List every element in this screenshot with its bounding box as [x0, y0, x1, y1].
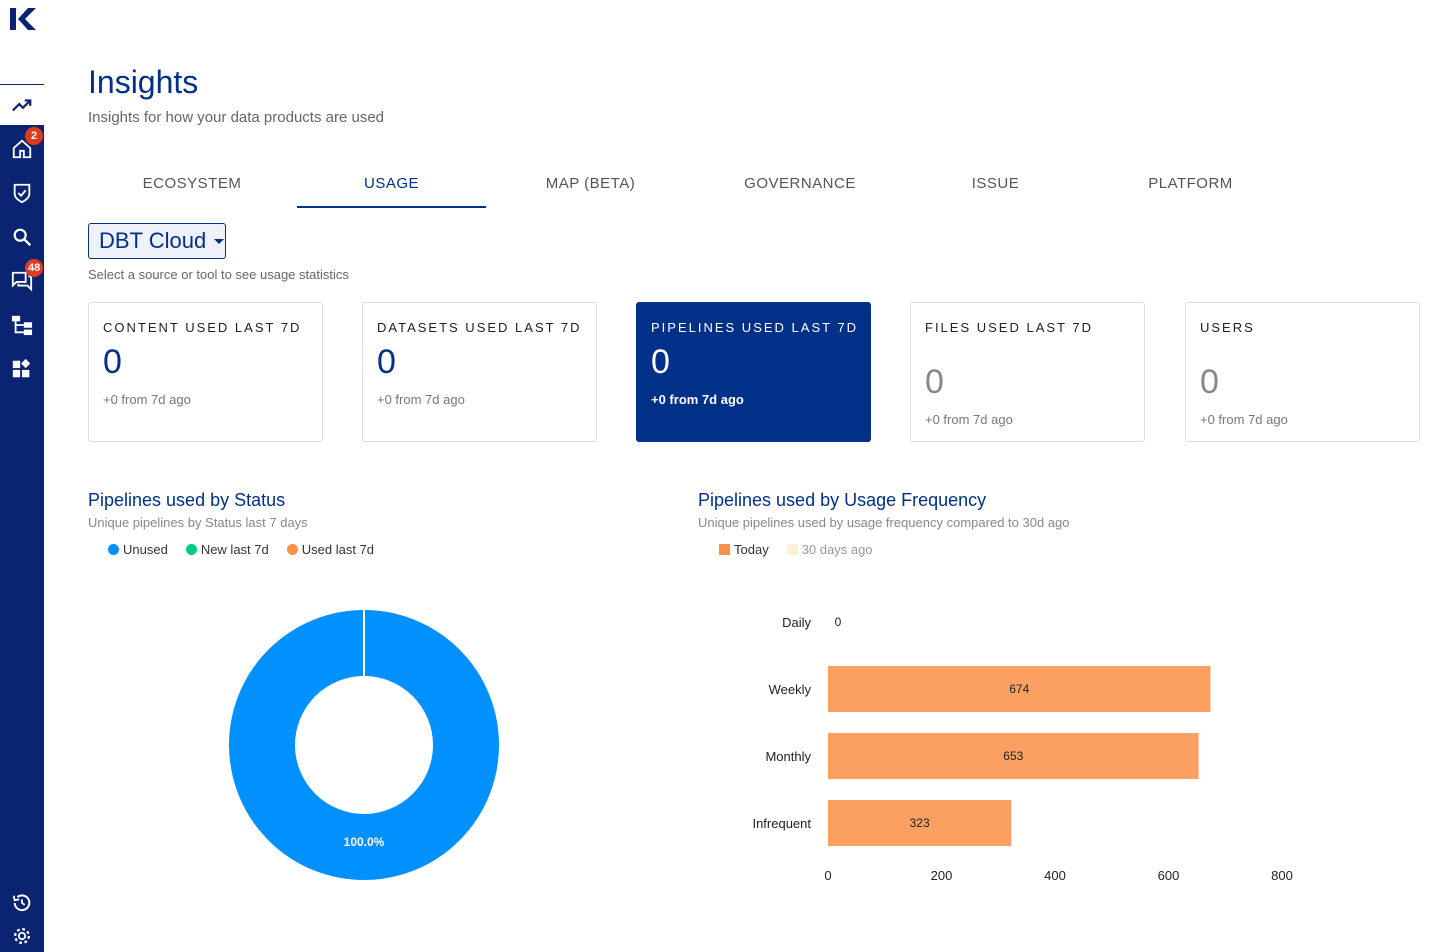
- x-tick-label: 200: [931, 868, 953, 883]
- trending-up-icon: [12, 99, 32, 112]
- x-tick-label: 800: [1271, 868, 1293, 883]
- legend-dot: [286, 544, 298, 555]
- stat-card-users: USERS 0 +0 from 7d ago: [1185, 302, 1420, 442]
- stat-card-label: DATASETS USED LAST 7D: [377, 320, 582, 335]
- frequency-chart-legend: Today 30 days ago: [719, 542, 873, 557]
- sidebar-item-insights[interactable]: [0, 85, 44, 125]
- search-icon: [13, 228, 32, 247]
- x-tick-label: 400: [1044, 868, 1066, 883]
- page-subtitle: Insights for how your data products are …: [88, 109, 385, 126]
- legend-label: Used last 7d: [301, 542, 374, 557]
- tab-issue[interactable]: ISSUE: [971, 174, 1020, 192]
- legend-item-used[interactable]: Used last 7d: [286, 542, 374, 557]
- bar-value-label: 0: [835, 615, 842, 629]
- home-icon: [12, 139, 32, 159]
- caret-down-icon: [214, 238, 225, 244]
- stat-card-label: CONTENT USED LAST 7D: [103, 320, 302, 335]
- sidebar-item-home[interactable]: 2: [0, 127, 44, 169]
- stat-card-delta: +0 from 7d ago: [377, 392, 465, 407]
- legend-label: Today: [734, 542, 769, 557]
- gear-icon: [13, 927, 31, 945]
- x-tick-label: 600: [1158, 868, 1180, 883]
- main-content: Insights Insights for how your data prod…: [44, 0, 1432, 952]
- status-chart-title: Pipelines used by Status: [88, 490, 286, 510]
- source-select-value: DBT Cloud: [99, 228, 207, 253]
- sidebar-item-search[interactable]: [0, 217, 44, 257]
- tab-governance[interactable]: GOVERNANCE: [744, 174, 856, 192]
- tab-platform[interactable]: PLATFORM: [1148, 174, 1233, 192]
- legend-label: Unused: [123, 542, 168, 557]
- legend-swatch: [719, 544, 730, 555]
- stat-card-files: FILES USED LAST 7D 0 +0 from 7d ago: [910, 302, 1145, 442]
- stat-card-value: 0: [651, 343, 670, 381]
- frequency-bar-chart: Daily 0 Weekly 674 Monthly 653 Infrequent 323 0 2…: [752, 615, 1293, 883]
- sidebar-item-widgets[interactable]: [0, 349, 44, 389]
- legend-label: 30 days ago: [801, 542, 873, 557]
- stat-card-value: 0: [1200, 363, 1219, 401]
- hierarchy-icon: [11, 315, 33, 336]
- status-chart-legend: Unused New last 7d Used last 7d: [108, 542, 374, 557]
- legend-item-today[interactable]: Today: [719, 542, 769, 557]
- stat-card-delta: +0 from 7d ago: [925, 412, 1013, 427]
- source-hint: Select a source or tool to see usage sta…: [88, 267, 349, 282]
- messages-notification-badge: 48: [25, 259, 44, 277]
- stat-card-delta: +0 from 7d ago: [1200, 412, 1288, 427]
- stat-card-value: 0: [103, 343, 122, 381]
- bar-monthly[interactable]: [828, 733, 1199, 779]
- stat-card-datasets: DATASETS USED LAST 7D 0 +0 from 7d ago: [362, 302, 597, 442]
- app-logo[interactable]: [0, 0, 44, 84]
- stat-card-delta: +0 from 7d ago: [103, 392, 191, 407]
- shield-check-icon: [13, 183, 31, 204]
- frequency-chart-title: Pipelines used by Usage Frequency: [698, 490, 987, 510]
- stat-card-label: FILES USED LAST 7D: [925, 320, 1093, 335]
- legend-item-new[interactable]: New last 7d: [185, 542, 269, 557]
- legend-label: New last 7d: [200, 542, 269, 557]
- stat-card-pipelines[interactable]: PIPELINES USED LAST 7D 0 +0 from 7d ago: [636, 302, 871, 442]
- tab-ecosystem[interactable]: ECOSYSTEM: [142, 174, 242, 192]
- pie-slice-label: 100.0%: [344, 835, 385, 849]
- sidebar-item-tasks[interactable]: [0, 173, 44, 213]
- home-notification-badge: 2: [25, 127, 43, 145]
- legend-dot: [108, 544, 119, 555]
- bar-infrequent[interactable]: [828, 800, 1012, 846]
- history-icon: [12, 894, 31, 912]
- stat-card-value: 0: [925, 363, 944, 401]
- widgets-icon: [12, 358, 31, 378]
- sidebar-item-messages[interactable]: 48: [0, 259, 44, 301]
- legend-item-30-days-ago[interactable]: 30 days ago: [786, 542, 873, 557]
- k-logo-icon: [10, 8, 36, 30]
- category-label: Daily: [782, 615, 811, 630]
- page-title: Insights: [88, 64, 199, 100]
- stat-card-content: CONTENT USED LAST 7D 0 +0 from 7d ago: [88, 302, 323, 442]
- bar-value-label: 674: [1009, 682, 1029, 696]
- bar-weekly[interactable]: [828, 666, 1211, 712]
- stat-card-delta: +0 from 7d ago: [651, 392, 744, 407]
- source-select[interactable]: DBT Cloud: [88, 223, 226, 259]
- legend-dot: [185, 544, 197, 555]
- stat-card-label: PIPELINES USED LAST 7D: [651, 320, 859, 335]
- sidebar-item-history[interactable]: [0, 883, 44, 923]
- legend-item-unused[interactable]: Unused: [108, 542, 168, 557]
- tab-map-beta[interactable]: MAP (BETA): [545, 174, 636, 192]
- sidebar-item-lineage[interactable]: [0, 305, 44, 345]
- category-label: Infrequent: [752, 816, 811, 831]
- legend-swatch: [786, 544, 798, 555]
- sidebar-item-settings[interactable]: [0, 925, 44, 952]
- sidebar: 2 48: [0, 0, 44, 952]
- category-label: Monthly: [765, 749, 811, 764]
- frequency-chart-subtitle: Unique pipelines used by usage frequency…: [698, 515, 1070, 530]
- category-label: Weekly: [769, 682, 812, 697]
- bar-value-label: 653: [1003, 749, 1023, 763]
- stat-card-label: USERS: [1200, 320, 1255, 335]
- stat-card-value: 0: [377, 343, 396, 381]
- tab-usage[interactable]: USAGE: [297, 160, 486, 208]
- bar-value-label: 323: [910, 816, 930, 830]
- x-tick-label: 0: [824, 868, 831, 883]
- status-donut-chart: 100.0%: [229, 610, 499, 880]
- status-chart-subtitle: Unique pipelines by Status last 7 days: [88, 515, 308, 530]
